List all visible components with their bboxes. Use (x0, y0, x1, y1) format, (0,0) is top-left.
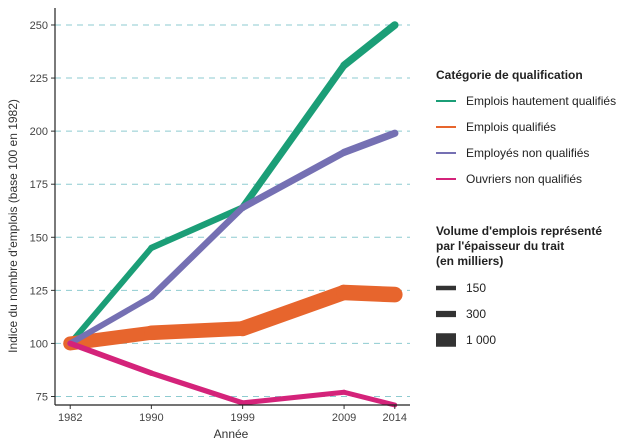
y-tick-label: 100 (30, 338, 48, 350)
series-segment (148, 370, 246, 406)
series-4 (67, 340, 398, 408)
series-segment (240, 389, 347, 406)
size-legend-item-150: 150 (436, 275, 602, 301)
series-segment (239, 148, 348, 212)
size-legend: Volume d'emplois représenté par l'épaiss… (436, 224, 602, 353)
size-legend-item-300: 300 (436, 301, 602, 327)
series-segment (63, 325, 159, 351)
x-tick-label: 1999 (230, 412, 254, 424)
x-tick-label: 1982 (58, 412, 82, 424)
color-legend: Catégorie de qualification Emplois haute… (436, 68, 616, 192)
series-segment (148, 204, 246, 300)
legend-key-line (436, 178, 456, 180)
series-3 (67, 129, 399, 347)
series-segment (336, 284, 403, 303)
legend-label: Employés non qualifiés (466, 146, 590, 160)
series-segment (340, 21, 399, 70)
legend-item-employes-non-qualifies: Employés non qualifiés (436, 140, 616, 166)
size-legend-title-line: Volume d'emplois représenté (436, 224, 603, 238)
y-tick-label: 150 (30, 232, 48, 244)
y-tick-label: 225 (30, 73, 48, 85)
legend-label: 150 (466, 281, 487, 295)
size-legend-title: Volume d'emplois représenté par l'épaiss… (436, 224, 602, 269)
series-segment (67, 244, 155, 347)
y-tick-label: 75 (36, 392, 48, 404)
series-1 (67, 21, 399, 347)
legend-key-line (436, 100, 456, 102)
series-segment (67, 340, 155, 376)
legend-label: 1 000 (466, 333, 497, 347)
series-segment (340, 129, 399, 157)
legend-label: Ouvriers non qualifiés (466, 172, 583, 186)
y-tick-label: 175 (30, 179, 48, 191)
legend-item-hautement-qualifies: Emplois hautement qualifiés (436, 88, 616, 114)
legend-label: Emplois qualifiés (466, 120, 557, 134)
series-lines (63, 21, 403, 408)
axes: 75 100 125 150 175 200 225 250 1982 1990 1999 2009 2… (30, 8, 410, 424)
x-tick-label: 1990 (139, 412, 163, 424)
series-segment (144, 321, 250, 341)
series-segment (148, 204, 246, 252)
series-segment (67, 293, 155, 347)
size-legend-title-line: par l'épaisseur du trait (436, 239, 565, 253)
legend-item-ouvriers-non-qualifies: Ouvriers non qualifiés (436, 166, 616, 192)
x-tick-label: 2009 (332, 412, 356, 424)
color-legend-items: Emplois hautement qualifiés Emplois qual… (436, 88, 616, 192)
series-2 (63, 284, 403, 351)
y-tick-label: 250 (30, 20, 48, 32)
legend-key-thickness (436, 333, 456, 347)
series-segment (235, 284, 352, 337)
x-tick-label: 2014 (383, 412, 407, 424)
y-tick-label: 125 (30, 285, 48, 297)
legend-key-line (436, 152, 456, 154)
y-axis-title: Indice du nombre d'emplois (base 100 en … (6, 99, 20, 353)
legend-label: 300 (466, 307, 487, 321)
legend-key-line (436, 126, 456, 128)
legend-key-thickness (436, 285, 456, 291)
series-segment (341, 389, 398, 408)
legend-key-thickness (436, 310, 456, 318)
y-tick-label: 200 (30, 126, 48, 138)
x-axis-title: Année (214, 427, 249, 441)
series-segment (239, 61, 348, 212)
legend-label: Emplois hautement qualifiés (466, 94, 617, 108)
legend-item-qualifies: Emplois qualifiés (436, 114, 616, 140)
size-legend-title-line: (en milliers) (436, 254, 504, 268)
size-legend-item-1000: 1 000 (436, 327, 602, 353)
color-legend-title: Catégorie de qualification (436, 68, 583, 82)
